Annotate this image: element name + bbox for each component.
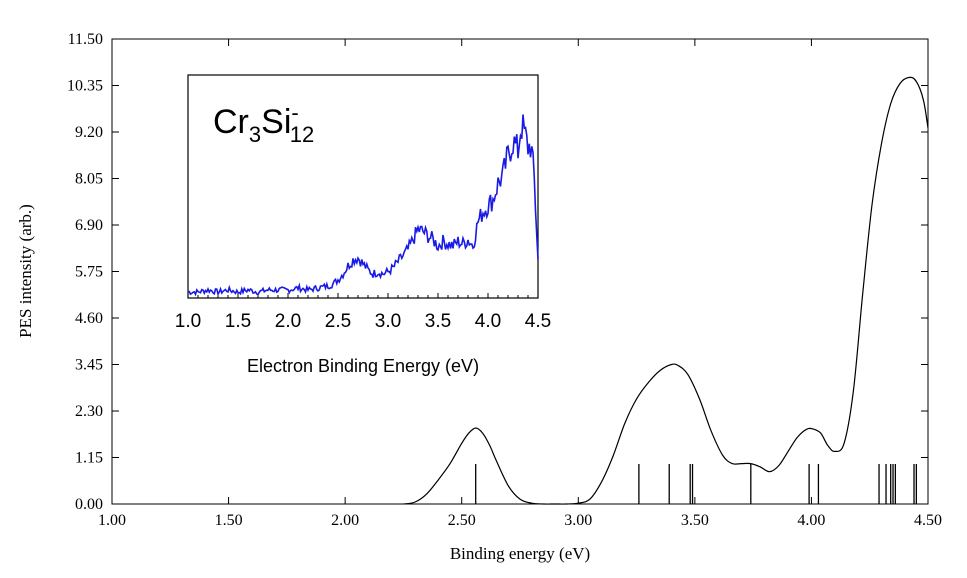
main-y-axis-label: PES intensity (arb.) xyxy=(16,204,35,338)
main-x-tick-label: 2.00 xyxy=(331,512,359,529)
formula-subscript-3: 3 xyxy=(249,122,261,147)
inset-x-axis-label: Electron Binding Energy (eV) xyxy=(247,356,479,376)
inset-background xyxy=(188,75,538,298)
experimental-spectrum-line xyxy=(187,114,539,297)
main-x-tick-label: 1.50 xyxy=(215,512,243,529)
main-x-tick-label: 4.00 xyxy=(797,512,825,529)
simulated-spectrum-line xyxy=(403,76,929,505)
main-y-axis: 0.00 1.15 2.30 3.45 4.60 5.75 6.90 8.05 9.20 10.3… xyxy=(67,31,928,513)
main-y-tick-label: 2.30 xyxy=(75,403,103,420)
main-x-tick-label: 3.50 xyxy=(681,512,709,529)
main-y-tick-label: 1.15 xyxy=(75,450,103,467)
inset-formula: Cr3Si-12 xyxy=(213,100,314,147)
main-y-tick-label: 3.45 xyxy=(75,357,103,374)
formula-element-si: Si xyxy=(261,103,291,141)
inset-x-tick-label: 4.0 xyxy=(475,311,501,332)
main-x-tick-label: 4.50 xyxy=(914,512,942,529)
formula-subscript-12: 12 xyxy=(290,122,314,147)
main-y-tick-label: 5.75 xyxy=(75,264,103,281)
inset-x-tick-label: 3.0 xyxy=(375,311,401,332)
inset-x-tick-label: 3.5 xyxy=(425,311,451,332)
main-x-tick-label: 3.00 xyxy=(564,512,592,529)
inset-plot-frame xyxy=(187,74,539,299)
main-y-tick-label: 10.35 xyxy=(67,78,103,95)
main-y-tick-label: 6.90 xyxy=(75,217,103,234)
main-y-tick-label: 4.60 xyxy=(75,310,103,327)
main-y-tick-label: 9.20 xyxy=(75,124,103,141)
inset-x-tick-label: 2.0 xyxy=(275,311,301,332)
main-x-tick-label: 1.00 xyxy=(98,512,126,529)
formula-superscript-minus: - xyxy=(291,100,298,125)
formula-element-cr: Cr xyxy=(213,103,249,141)
main-x-axis-label: Binding energy (eV) xyxy=(450,544,590,563)
inset-x-tick-label: 4.5 xyxy=(525,311,551,332)
main-x-axis: 1.00 1.50 2.00 2.50 3.00 3.50 4.00 4.50 xyxy=(98,39,942,529)
inset-x-tick-label: 1.5 xyxy=(225,311,251,332)
transition-sticks xyxy=(475,464,917,504)
main-y-tick-label: 11.50 xyxy=(68,31,103,48)
main-y-tick-label: 8.05 xyxy=(75,171,103,188)
inset-x-tick-label: 1.0 xyxy=(175,311,201,332)
inset-x-axis: 1.0 1.5 2.0 2.5 3.0 3.5 4.0 4.5 xyxy=(175,293,551,332)
main-x-tick-label: 2.50 xyxy=(448,512,476,529)
main-y-tick-label: 0.00 xyxy=(75,496,103,513)
inset-x-tick-label: 2.5 xyxy=(325,311,351,332)
